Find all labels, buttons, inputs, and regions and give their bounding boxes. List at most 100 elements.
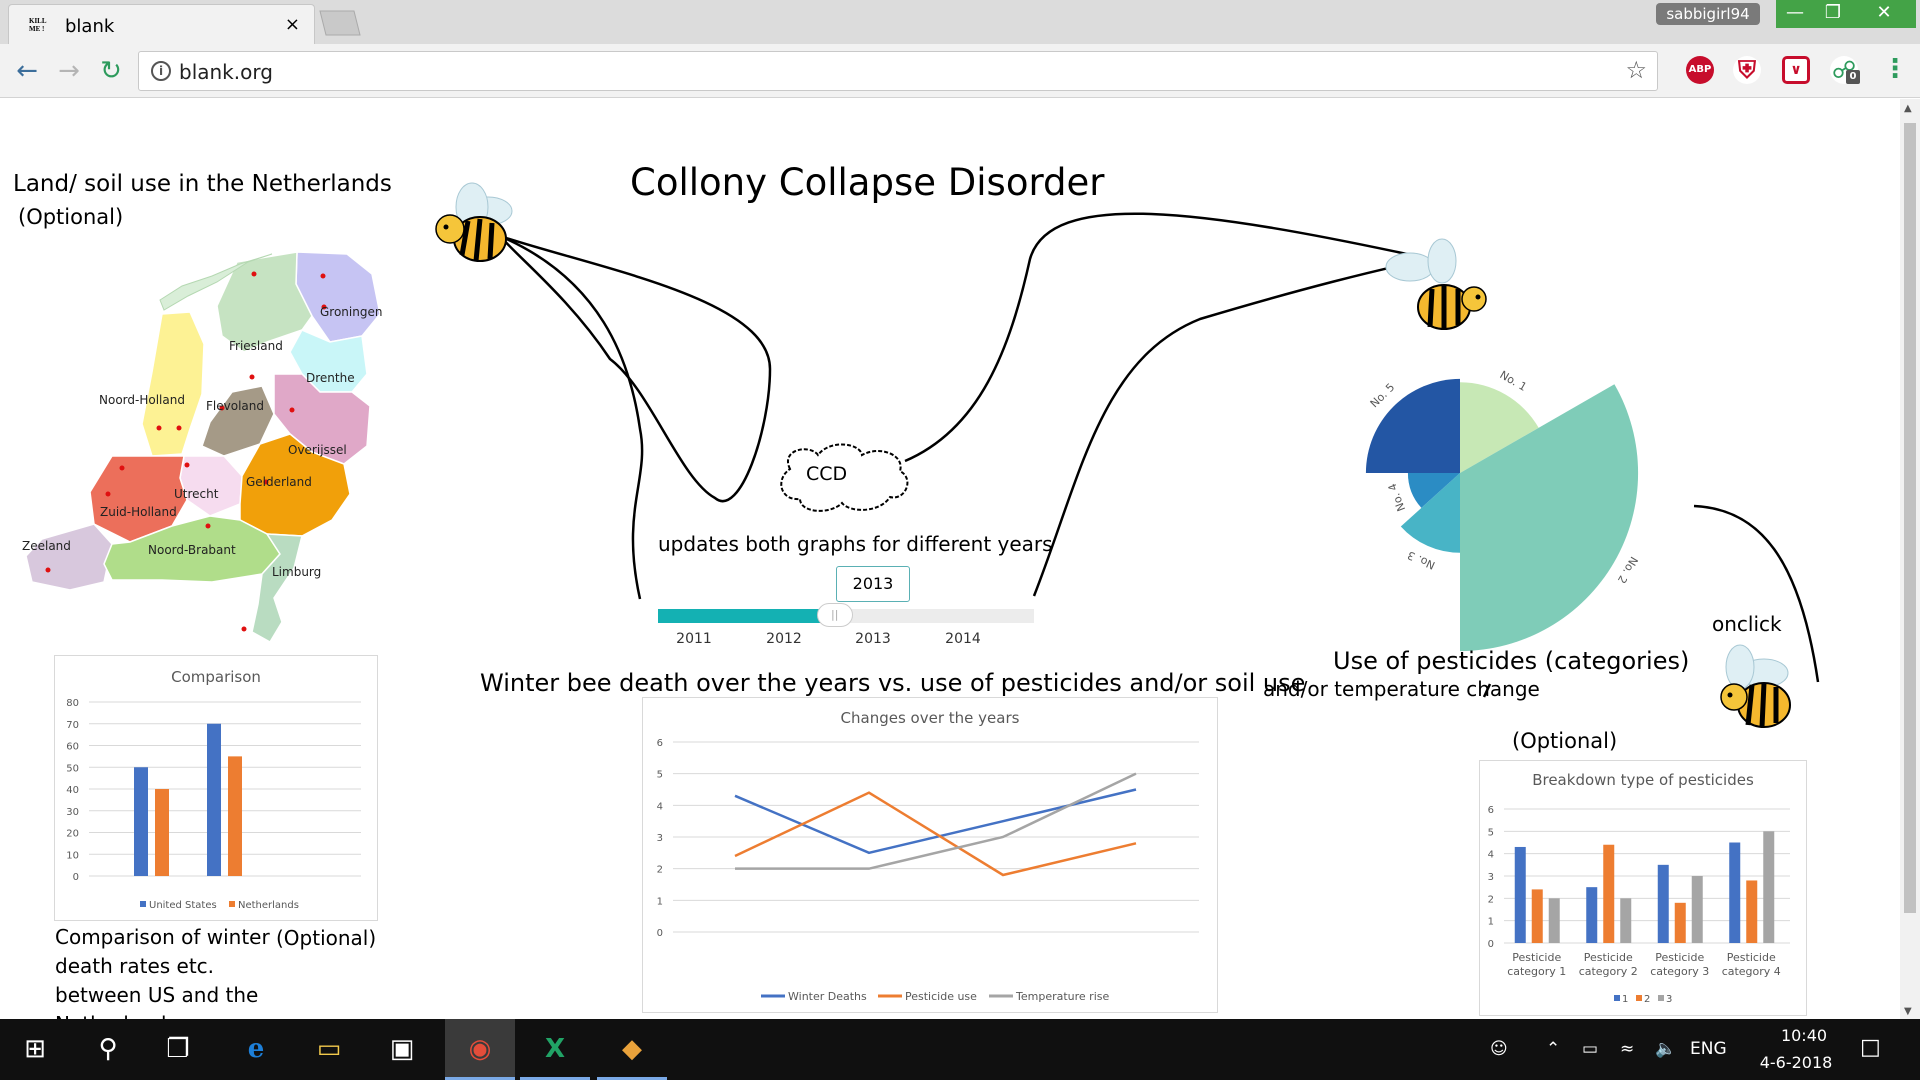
tab-bar: KILL ME ! blank × sabbigirl94 — ❐ ✕	[0, 0, 1920, 44]
scroll-thumb[interactable]	[1904, 123, 1916, 913]
x-tick-label: Pesticide	[1512, 951, 1561, 964]
edge-browser-icon[interactable]: e	[247, 1034, 265, 1064]
slider-handle[interactable]: ||	[816, 603, 853, 627]
task-view-icon[interactable]: ❐	[166, 1034, 190, 1064]
page-content: Land/ soil use in the Netherlands (Optio…	[0, 99, 1900, 1019]
bee-icon	[1720, 644, 1791, 728]
pie-slice	[1460, 382, 1539, 473]
new-tab-button[interactable]	[316, 10, 362, 36]
province-flevoland[interactable]	[201, 385, 275, 457]
pocket-icon[interactable]: ∨	[1782, 56, 1810, 84]
windows-start-icon[interactable]: ⊞	[24, 1034, 46, 1064]
province-label-noord-holland: Noord-Holland	[99, 393, 185, 407]
bookmark-star-icon[interactable]: ☆	[1625, 56, 1647, 84]
slider-tick[interactable]: 2013	[855, 631, 891, 647]
store-icon[interactable]: ▣	[389, 1034, 415, 1064]
comparison-chart-box[interactable]: Comparison 0 10 20 30 40 50 60 70 80 United States…	[54, 655, 378, 921]
y-tick-label: 40	[66, 785, 79, 796]
province-zeeland[interactable]	[25, 523, 113, 591]
shield-icon[interactable]: ⛨	[1733, 56, 1761, 84]
slider-tick[interactable]: 2012	[766, 631, 802, 647]
bee-icon	[1385, 238, 1487, 330]
volume-icon[interactable]: 🔈	[1655, 1039, 1677, 1059]
chevron-up-icon[interactable]: ⌃	[1546, 1039, 1561, 1059]
ccd-label[interactable]: CCD	[806, 463, 848, 485]
people-icon[interactable]: ☺	[1490, 1039, 1508, 1059]
province-noord-holland[interactable]	[141, 311, 205, 457]
slider-tick[interactable]: 2014	[945, 631, 981, 647]
chart-title: Breakdown type of pesticides	[1532, 771, 1754, 789]
ccd-cloud[interactable]	[780, 443, 909, 512]
slider-fill	[658, 609, 835, 623]
province-limburg[interactable]	[251, 533, 303, 644]
year-slider[interactable]: 2013 || 2011 2012 2013 2014	[658, 566, 1034, 647]
connector-tail	[1482, 683, 1492, 698]
tab-close-icon[interactable]: ×	[284, 14, 300, 35]
chrome-icon[interactable]: ◉	[445, 1019, 515, 1080]
clock-time[interactable]: 10:40	[1780, 1026, 1828, 1045]
province-friesland[interactable]	[216, 251, 313, 353]
chart-title: Comparison	[171, 668, 261, 686]
search-icon[interactable]: ⚲	[98, 1034, 118, 1064]
pesticides-pie-chart[interactable]: No. 1 No. 2 No. 3 No. 4 No. 5	[1280, 347, 1640, 667]
back-arrow-icon[interactable]: ←	[16, 56, 38, 86]
province-gelderland[interactable]	[239, 433, 351, 537]
browser-menu-icon[interactable]: ⋮	[1882, 54, 1908, 84]
window-maximize-button[interactable]: ❐	[1814, 0, 1852, 28]
address-bar[interactable]: i blank.org ☆	[138, 51, 1658, 91]
extension-badge: 0	[1846, 70, 1860, 84]
file-explorer-icon[interactable]: ▭	[316, 1034, 342, 1064]
y-tick-label: 6	[657, 738, 663, 749]
changes-chart-box[interactable]: Changes over the years 0 1 2 3 4 5 6 Winter Deat…	[642, 697, 1218, 1013]
connector-cloud-to-bee	[904, 212, 1431, 463]
province-label-overijssel: Overijssel	[288, 443, 347, 457]
forward-arrow-icon[interactable]: →	[58, 56, 80, 86]
extension-icon[interactable]: ☍ 0	[1830, 56, 1860, 84]
scroll-down-icon[interactable]: ▼	[1904, 1006, 1912, 1017]
city-dots	[45, 271, 327, 632]
province-zuid-holland[interactable]	[89, 455, 188, 543]
legend-label: United States	[149, 900, 217, 911]
window-minimize-button[interactable]: —	[1776, 0, 1814, 28]
legend-label: Netherlands	[238, 900, 299, 911]
scroll-up-icon[interactable]: ▲	[1904, 103, 1912, 114]
y-tick-label: 0	[73, 872, 79, 883]
reload-icon[interactable]: ↻	[100, 56, 122, 86]
legend-label: Pesticide use	[905, 990, 977, 1003]
bar	[1763, 831, 1775, 943]
y-tick-label: 5	[657, 770, 663, 781]
wifi-icon[interactable]: ≈	[1620, 1039, 1635, 1059]
window-close-button[interactable]: ✕	[1852, 0, 1916, 28]
notifications-icon[interactable]: □	[1860, 1035, 1881, 1060]
y-tick-label: 60	[66, 742, 79, 753]
excel-icon[interactable]: X	[520, 1019, 590, 1080]
bar	[1674, 902, 1686, 943]
app-icon[interactable]: ◆	[597, 1019, 667, 1080]
wadden-islands	[159, 253, 273, 311]
series-line	[735, 772, 1137, 870]
language-indicator[interactable]: ENG	[1690, 1039, 1727, 1059]
slider-tick[interactable]: 2011	[676, 631, 712, 647]
y-tick-label: 70	[66, 720, 79, 731]
clock-date[interactable]: 4-6-2018	[1759, 1053, 1833, 1072]
profile-badge[interactable]: sabbigirl94	[1656, 3, 1760, 25]
tab-title: blank	[65, 16, 115, 37]
url-text[interactable]: blank.org	[179, 60, 273, 84]
bar	[1586, 887, 1598, 943]
onclick-label: onclick	[1712, 612, 1782, 636]
scrollbar[interactable]: ▲ ▼	[1900, 99, 1920, 1019]
x-tick-label: category 2	[1579, 965, 1638, 978]
y-tick-label: 0	[657, 928, 663, 939]
x-tick-label: category 3	[1650, 965, 1709, 978]
info-icon[interactable]: i	[151, 61, 171, 81]
browser-tab[interactable]: KILL ME ! blank ×	[8, 4, 315, 44]
adblock-plus-icon[interactable]: ABP	[1686, 56, 1714, 84]
legend-label: 3	[1666, 994, 1672, 1005]
slice-label: No. 3	[1406, 548, 1438, 572]
legend-swatch	[1636, 995, 1642, 1001]
battery-icon[interactable]: ▭	[1582, 1039, 1599, 1059]
province-overijssel[interactable]	[273, 373, 371, 465]
breakdown-chart-box[interactable]: Breakdown type of pesticides 0 1 2 3 4 5 6 Pesti…	[1479, 760, 1807, 1016]
netherlands-map[interactable]: Groningen Friesland Drenthe Noord-Hollan…	[12, 224, 392, 644]
province-label-friesland: Friesland	[229, 339, 283, 353]
